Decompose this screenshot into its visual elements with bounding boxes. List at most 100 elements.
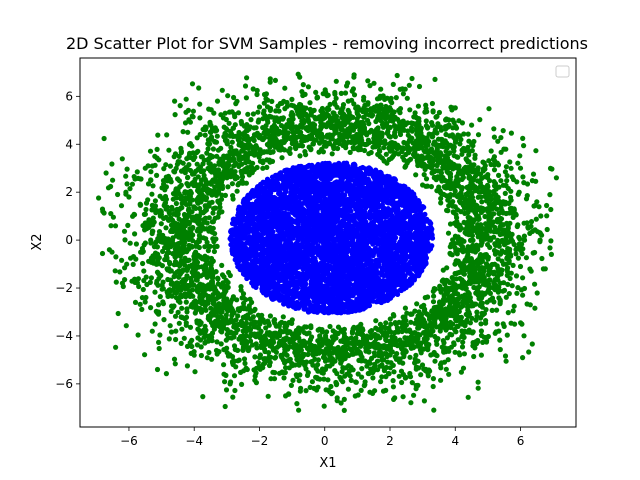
scatter-point [283, 365, 289, 371]
scatter-point [167, 163, 173, 169]
scatter-point [483, 320, 489, 326]
scatter-point [178, 292, 184, 298]
scatter-point [304, 125, 310, 131]
scatter-point [434, 162, 440, 168]
scatter-point [460, 365, 467, 371]
scatter-point [153, 239, 159, 245]
scatter-point [211, 110, 217, 116]
scatter-point [402, 305, 408, 311]
scatter-point [243, 313, 249, 319]
scatter-point [227, 381, 233, 387]
scatter-point [346, 353, 352, 359]
scatter-point [447, 170, 453, 176]
scatter-point [219, 87, 225, 93]
scatter-point [497, 224, 503, 230]
scatter-point [409, 128, 415, 134]
scatter-point [243, 145, 249, 151]
scatter-point [248, 117, 254, 123]
scatter-point [315, 376, 321, 382]
scatter-point [341, 396, 347, 402]
scatter-point [310, 108, 316, 114]
scatter-point [267, 107, 273, 113]
scatter-point [155, 302, 162, 308]
scatter-point [166, 287, 172, 293]
scatter-point [289, 331, 295, 337]
scatter-point [460, 331, 466, 337]
scatter-point [135, 276, 141, 282]
scatter-point [175, 241, 181, 247]
scatter-point [331, 145, 337, 151]
scatter-point [202, 340, 208, 346]
scatter-point [208, 295, 214, 301]
scatter-point [521, 143, 527, 149]
scatter-point [247, 150, 253, 156]
scatter-point [156, 232, 162, 238]
scatter-point [491, 134, 497, 140]
scatter-point [374, 358, 381, 364]
scatter-point [275, 103, 281, 109]
scatter-point [261, 91, 268, 98]
scatter-point [173, 295, 179, 301]
scatter-points [96, 71, 560, 413]
scatter-point [212, 139, 218, 145]
scatter-point [287, 339, 293, 345]
scatter-point [187, 201, 193, 207]
scatter-point [468, 257, 474, 263]
scatter-point [467, 294, 473, 301]
scatter-point [195, 305, 201, 311]
scatter-point [406, 82, 412, 88]
scatter-point [200, 161, 206, 167]
scatter-point [475, 379, 481, 385]
scatter-point [381, 145, 387, 151]
scatter-point [191, 256, 197, 262]
scatter-point [366, 349, 372, 355]
scatter-point [288, 382, 294, 388]
scatter-point [378, 86, 384, 92]
scatter-point [475, 132, 482, 138]
scatter-point [250, 86, 256, 92]
scatter-point [471, 353, 477, 360]
scatter-point [383, 320, 389, 326]
scatter-point [533, 178, 539, 184]
scatter-point [316, 350, 322, 356]
scatter-point [425, 142, 431, 148]
scatter-point [371, 80, 377, 86]
scatter-point [124, 181, 130, 187]
scatter-point [156, 339, 162, 345]
scatter-point [264, 164, 270, 170]
scatter-point [231, 94, 237, 101]
scatter-point [457, 275, 463, 282]
scatter-point [443, 366, 449, 372]
scatter-point [273, 127, 279, 133]
scatter-point [224, 127, 230, 133]
scatter-point [473, 317, 479, 323]
scatter-point [502, 353, 509, 359]
scatter-point [272, 77, 278, 83]
scatter-point [135, 332, 141, 338]
scatter-point [188, 303, 194, 309]
scatter-point [429, 134, 435, 140]
scatter-point [212, 176, 218, 182]
scatter-point [432, 76, 438, 82]
scatter-point [282, 360, 288, 366]
scatter-point [183, 322, 189, 328]
scatter-point [466, 219, 472, 225]
scatter-point [407, 147, 413, 153]
scatter-point [361, 147, 368, 154]
scatter-point [156, 275, 162, 281]
scatter-point [195, 335, 201, 341]
scatter-point [221, 325, 227, 331]
scatter-point [290, 112, 296, 118]
scatter-point [179, 314, 185, 320]
scatter-point [421, 330, 427, 336]
scatter-point [459, 120, 465, 126]
scatter-point [494, 229, 500, 235]
scatter-point [513, 251, 519, 257]
scatter-point [322, 139, 328, 145]
scatter-point [503, 358, 509, 364]
scatter-point [478, 352, 484, 358]
scatter-point [399, 123, 405, 129]
scatter-point [265, 393, 271, 399]
scatter-point [397, 131, 404, 138]
scatter-point [246, 303, 252, 309]
